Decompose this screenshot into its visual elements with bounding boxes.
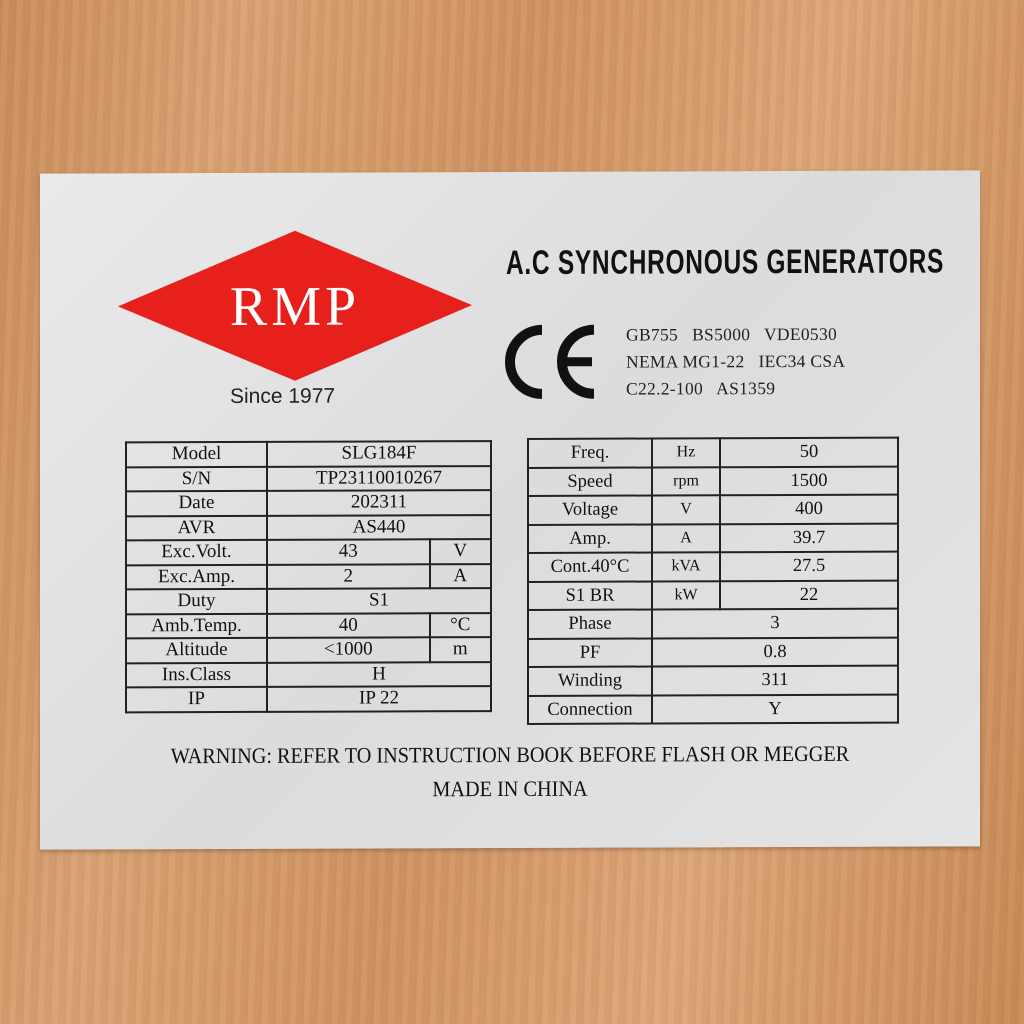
logo-text: RMP: [230, 276, 360, 338]
spec-row: Duty S1: [126, 588, 491, 614]
spec-label: Model: [126, 441, 267, 467]
spec-row: Ins.Class H: [126, 661, 491, 688]
spec-value: 1500: [720, 466, 898, 496]
spec-label: IP: [126, 686, 267, 712]
spec-row: PF 0.8: [528, 637, 898, 667]
standards-line: GB755 BS5000 VDE0530: [626, 323, 838, 345]
spec-label: Altitude: [126, 637, 267, 663]
spec-unit: Hz: [652, 438, 720, 468]
spec-value: TP23110010267: [266, 465, 491, 491]
spec-row: Exc.Volt. 43 V: [126, 539, 491, 565]
warning-text: WARNING: REFER TO INSTRUCTION BOOK BEFOR…: [170, 740, 850, 769]
spec-row: IP IP 22: [126, 686, 491, 712]
standards-line: C22.2-100 AS1359: [626, 378, 776, 399]
spec-row: Freq. Hz 50: [528, 437, 898, 468]
nameplate: RMP Since 1977 A.C SYNCHRONOUS GENERATOR…: [40, 170, 980, 850]
spec-unit: V: [652, 495, 720, 525]
spec-unit: rpm: [652, 466, 720, 496]
spec-label: Phase: [528, 609, 652, 639]
spec-row: Altitude <1000 m: [126, 637, 491, 663]
spec-row: Cont.40°C kVA 27.5: [528, 551, 898, 582]
spec-label: Winding: [528, 666, 652, 696]
spec-row: AVR AS440: [126, 514, 491, 541]
spec-label: Exc.Volt.: [126, 539, 267, 565]
spec-label: Duty: [126, 588, 267, 614]
spec-value: 202311: [266, 490, 491, 516]
spec-value: Y: [652, 694, 898, 724]
spec-value: 50: [720, 437, 898, 467]
spec-label: Connection: [528, 695, 652, 724]
spec-label: Date: [126, 490, 267, 516]
spec-row: Voltage V 400: [528, 494, 898, 525]
spec-row: Date 202311: [126, 490, 491, 516]
standards-line: NEMA MG1-22 IEC34 CSA: [626, 350, 846, 372]
spec-unit: A: [429, 563, 491, 589]
spec-label: Freq.: [528, 438, 652, 468]
product-title: A.C SYNCHRONOUS GENERATORS: [506, 242, 945, 283]
spec-row: Connection Y: [528, 694, 898, 724]
spec-label: AVR: [126, 515, 267, 541]
spec-label: Speed: [528, 467, 652, 496]
spec-value: 43: [266, 539, 430, 565]
spec-value: 39.7: [720, 523, 898, 553]
spec-row: Speed rpm 1500: [528, 466, 898, 496]
spec-value: H: [266, 661, 491, 687]
spec-value: 22: [720, 580, 898, 610]
spec-row: S1 BR kW 22: [528, 580, 898, 610]
spec-label: Amb.Temp.: [126, 613, 267, 639]
spec-value: 400: [720, 494, 898, 524]
spec-value: 311: [652, 665, 898, 696]
spec-row: Amp. A 39.7: [528, 523, 898, 553]
origin-text: MADE IN CHINA: [432, 775, 588, 802]
spec-value: S1: [266, 588, 491, 614]
spec-value: <1000: [266, 637, 430, 663]
spec-label: Ins.Class: [126, 662, 267, 688]
spec-row: Exc.Amp. 2 A: [126, 563, 491, 590]
spec-row: S/N TP23110010267: [126, 465, 491, 492]
left-spec-table: Model SLG184F S/N TP23110010267 Date 202311 AV…: [125, 440, 492, 713]
since-year: Since 1977: [230, 384, 336, 408]
spec-label: Voltage: [528, 495, 652, 525]
spec-row: Phase 3: [528, 608, 898, 639]
spec-unit: V: [429, 539, 491, 564]
spec-value: AS440: [266, 514, 491, 540]
spec-unit: m: [429, 637, 491, 662]
spec-value: 40: [266, 612, 430, 638]
spec-label: Exc.Amp.: [126, 564, 267, 590]
spec-row: Winding 311: [528, 665, 898, 696]
spec-unit: kVA: [652, 552, 720, 582]
ce-mark-icon: [505, 324, 595, 399]
spec-value: 3: [652, 608, 898, 639]
spec-value: 27.5: [720, 551, 898, 581]
spec-value: 2: [266, 563, 430, 589]
spec-label: S1 BR: [528, 581, 652, 610]
spec-unit: °C: [429, 612, 491, 638]
spec-label: PF: [528, 638, 652, 667]
spec-label: Amp.: [528, 524, 652, 553]
spec-unit: kW: [652, 580, 720, 610]
rmp-logo: RMP: [118, 230, 472, 381]
spec-row: Model SLG184F: [126, 441, 491, 467]
spec-value: SLG184F: [266, 441, 491, 467]
spec-value: 0.8: [652, 637, 898, 667]
spec-label: S/N: [126, 466, 267, 492]
spec-label: Cont.40°C: [528, 552, 652, 582]
right-spec-table: Freq. Hz 50 Speed rpm 1500 Voltage V 400 Amp. A 39.…: [527, 437, 899, 725]
spec-unit: A: [652, 523, 720, 553]
standards-list: GB755 BS5000 VDE0530 NEMA MG1-22 IEC34 C…: [626, 321, 845, 403]
spec-value: IP 22: [266, 686, 491, 712]
spec-row: Amb.Temp. 40 °C: [126, 612, 491, 639]
